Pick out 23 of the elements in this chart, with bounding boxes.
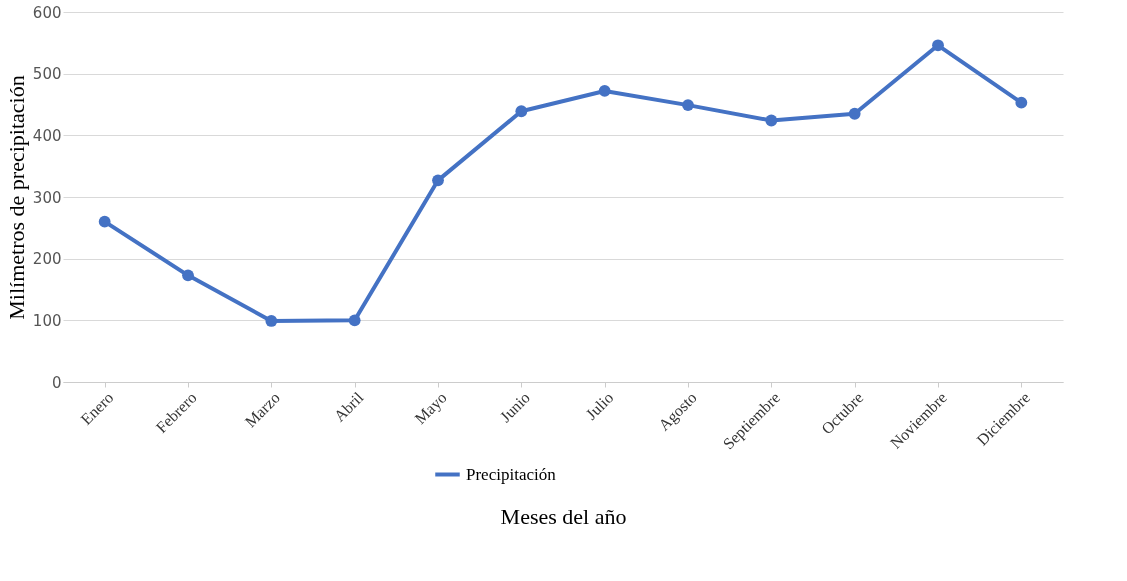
- point: [598, 85, 611, 97]
- point: [265, 315, 278, 327]
- point: [515, 105, 528, 118]
- point: [432, 174, 444, 187]
- point: [182, 269, 194, 282]
- y-tick-label: 400: [32, 126, 62, 145]
- point: [765, 114, 778, 127]
- point: [98, 215, 111, 228]
- y-tick-label: 300: [32, 188, 62, 207]
- point: [682, 99, 694, 112]
- point: [932, 39, 944, 52]
- point: [1015, 96, 1028, 109]
- y-tick-label: 100: [32, 311, 62, 330]
- point: [848, 107, 861, 120]
- y-tick-label: 500: [32, 65, 62, 84]
- y-tick-label: 600: [32, 3, 62, 22]
- y-axis-title: Milímetros de precipitación: [3, 75, 29, 320]
- legend-label: Precipitación: [466, 464, 557, 484]
- y-tick-label: 0: [51, 373, 62, 392]
- x-axis-title: Meses del año: [500, 504, 627, 530]
- point: [348, 314, 361, 327]
- y-tick-label: 200: [32, 250, 62, 269]
- x-tick-label: Julio: [582, 388, 617, 423]
